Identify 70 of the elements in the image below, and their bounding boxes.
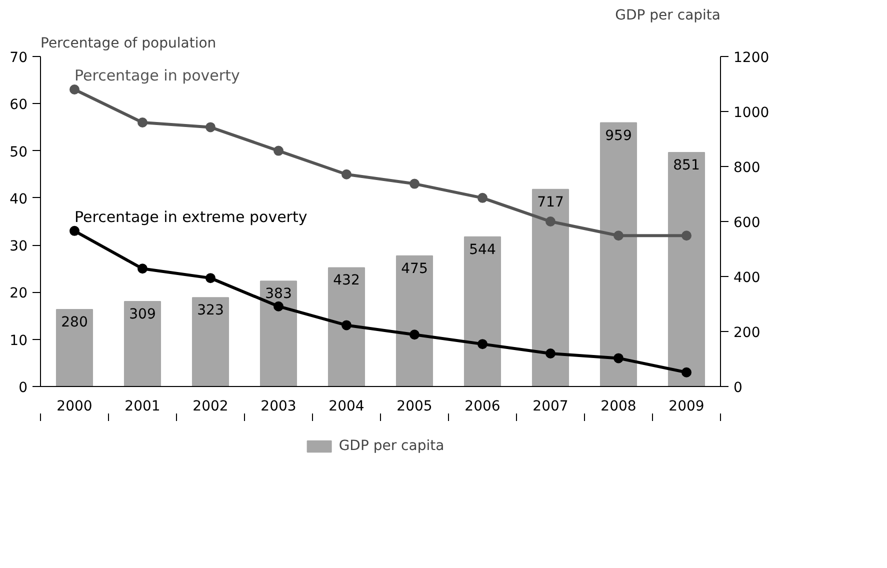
- y-tick-label: 0: [18, 380, 28, 396]
- y-tick-label: 60: [10, 97, 28, 114]
- y-tick-label: 10: [10, 332, 28, 349]
- y-tick-label: 50: [10, 144, 28, 160]
- point: [342, 320, 352, 330]
- x-tick-label: 2006: [464, 398, 500, 414]
- point: [682, 230, 692, 241]
- data-label: 717: [537, 194, 564, 210]
- bar: [464, 236, 502, 386]
- point: [546, 348, 556, 358]
- point: [410, 330, 420, 340]
- bar: [56, 309, 94, 386]
- y-tick-label: 40: [10, 191, 28, 208]
- data-label: 280: [61, 314, 88, 330]
- series-label: Percentage in poverty: [74, 66, 240, 84]
- point: [342, 169, 352, 180]
- y-tick-label: 30: [10, 238, 28, 255]
- data-label: 383: [265, 286, 292, 302]
- data-label: 432: [333, 272, 360, 289]
- x-tick-label: 2000: [56, 398, 92, 414]
- bar: [192, 297, 230, 386]
- bar: [396, 255, 434, 386]
- x-tick-label: 2002: [192, 398, 228, 414]
- point: [70, 84, 80, 94]
- data-label: 851: [673, 157, 700, 174]
- point: [546, 216, 556, 226]
- bar: [124, 301, 162, 386]
- data-label: 323: [197, 302, 224, 319]
- data-label: 959: [605, 128, 632, 144]
- x-tick-label: 2007: [532, 398, 568, 414]
- y-tick-label: 20: [10, 286, 28, 302]
- x-tick-label: 2003: [260, 398, 296, 414]
- legend-label: GDP per capita: [338, 438, 444, 454]
- point: [410, 178, 420, 189]
- point: [614, 353, 624, 364]
- y2-axis-title: GDP per capita: [615, 8, 721, 24]
- bar: [328, 267, 366, 386]
- series-label: Percentage in extreme poverty: [74, 208, 308, 226]
- point: [138, 264, 148, 274]
- data-label: 309: [129, 306, 156, 323]
- x-tick-label: 2009: [668, 398, 704, 414]
- y2-tick-label: 1200: [734, 50, 770, 66]
- y2-tick-label: 800: [734, 160, 760, 176]
- x-tick-label: 2001: [124, 398, 160, 414]
- point: [478, 339, 488, 350]
- data-label: 475: [401, 260, 428, 277]
- data-label: 544: [469, 242, 496, 258]
- x-tick-label: 2008: [600, 398, 636, 414]
- y2-tick-label: 400: [734, 270, 760, 286]
- x-tick-label: 2005: [396, 398, 432, 414]
- y2-tick-label: 600: [734, 215, 760, 231]
- point: [274, 301, 284, 312]
- bar: [668, 152, 706, 386]
- bar: [260, 280, 298, 386]
- point: [138, 118, 148, 128]
- y2-tick-label: 200: [734, 325, 760, 341]
- point: [478, 192, 488, 203]
- point: [614, 230, 624, 241]
- point: [70, 226, 80, 236]
- point: [274, 146, 284, 156]
- x-tick-label: 2004: [328, 398, 364, 414]
- y2-tick-label: 0: [734, 380, 742, 396]
- y-axis-title: Percentage of population: [40, 36, 216, 52]
- bar: [532, 188, 570, 386]
- point: [682, 367, 692, 378]
- y-tick-label: 70: [10, 50, 28, 66]
- point: [206, 122, 216, 132]
- point: [206, 273, 216, 284]
- y2-tick-label: 1000: [734, 105, 770, 121]
- bar: [600, 122, 638, 386]
